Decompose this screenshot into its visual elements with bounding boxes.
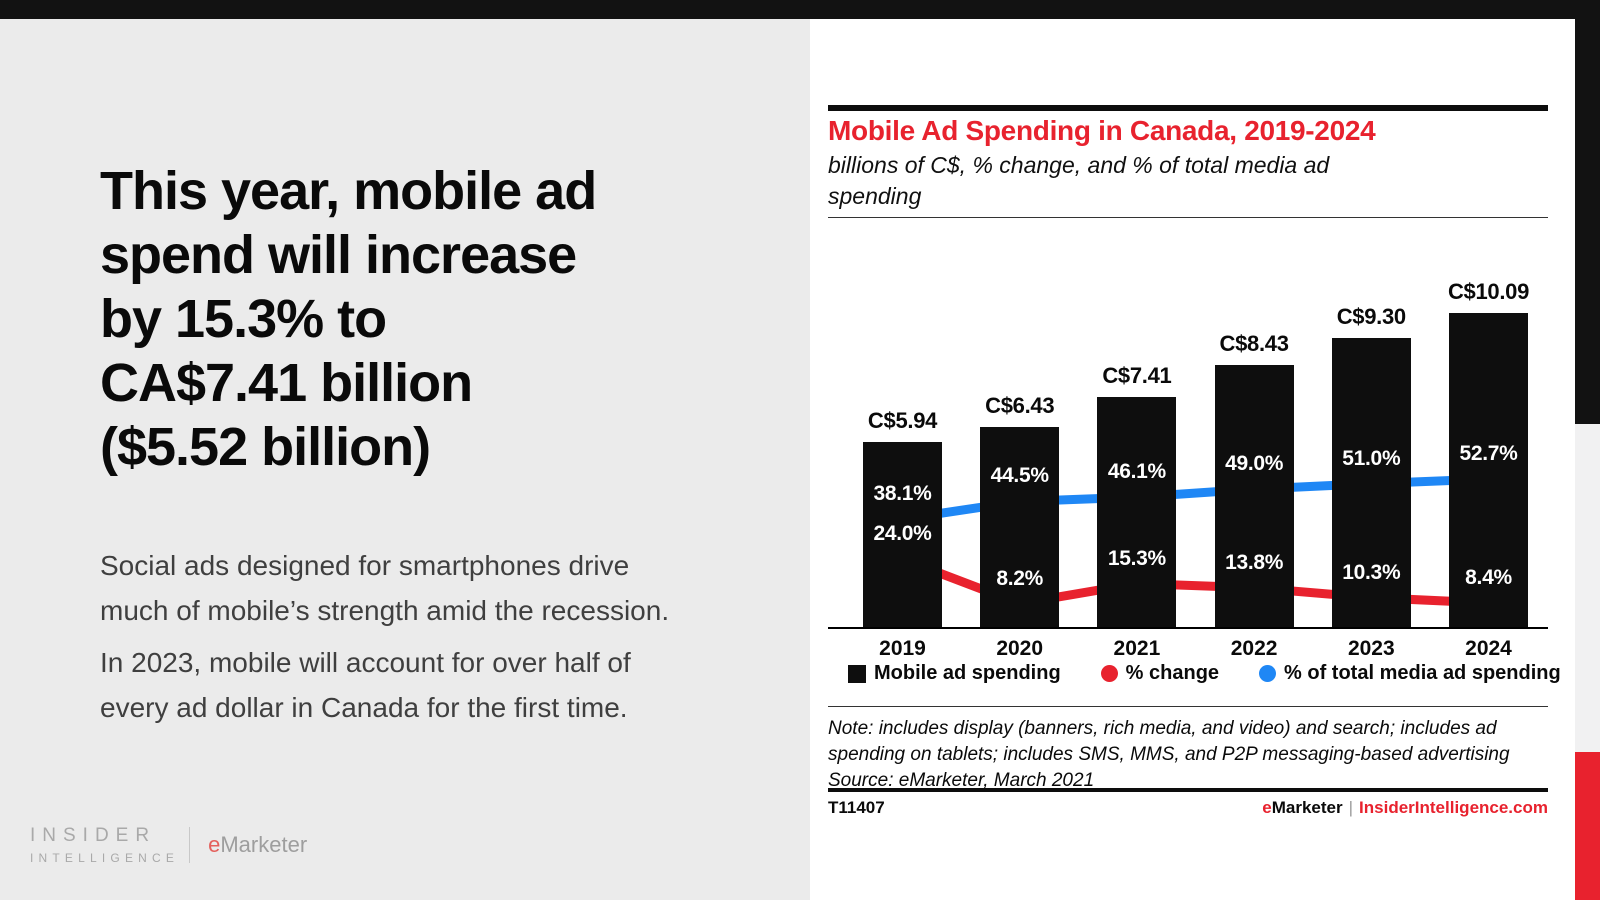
point-label-2020: 8.2% (996, 566, 1044, 590)
header-rule (828, 105, 1548, 111)
chart-title: Mobile Ad Spending in Canada, 2019-2024 (828, 115, 1376, 146)
left-panel: This year, mobile ad spend will increase… (0, 19, 810, 900)
chart-note: Note: includes display (banners, rich me… (828, 718, 1510, 791)
point-label-2024: 52.7% (1459, 442, 1518, 465)
note-rule (828, 706, 1548, 707)
headline: This year, mobile ad spend will increase… (100, 161, 597, 477)
point-label-2019: 38.1% (873, 482, 932, 505)
right-strip-gray (1575, 424, 1600, 752)
top-black-bar (0, 0, 1600, 19)
bar-value-label-2023: C$9.30 (1336, 303, 1406, 329)
point-label-2024: 8.4% (1465, 566, 1512, 589)
footer-brand: eMarketer | InsiderIntelligence.com (1262, 798, 1548, 818)
point-label-2019: 24.0% (873, 522, 932, 545)
legend-label-bar: Mobile ad spending (874, 662, 1061, 684)
body-paragraph-2: In 2023, mobile will account for over ha… (100, 647, 631, 723)
point-label-2021: 15.3% (1107, 546, 1166, 570)
x-axis-label-2023: 2023 (1347, 637, 1395, 660)
chart-footer: T11407 eMarketer | InsiderIntelligence.com (828, 798, 1548, 818)
legend-item-pct-total: % of total media ad spending (1259, 662, 1561, 685)
point-label-2020: 44.5% (990, 464, 1049, 488)
legend-label-pct-total: % of total media ad spending (1284, 662, 1561, 684)
legend-swatch-red-dot (1100, 665, 1118, 682)
bar-2024 (1449, 313, 1528, 627)
x-axis-labels: 2019 2020 2021 2022 2023 2024 (828, 637, 1548, 663)
footer-emarketer-rest: Marketer (1271, 798, 1343, 817)
chart-legend: Mobile ad spending % change % of total m… (848, 662, 1561, 685)
bar-2020 (980, 427, 1060, 627)
emarketer-rest: Marketer (220, 832, 308, 857)
point-label-2023: 10.3% (1342, 560, 1401, 584)
legend-swatch-blue-dot (1259, 665, 1277, 682)
legend-swatch-bar (848, 664, 866, 683)
emarketer-wordmark: eMarketer (208, 832, 307, 858)
logo-divider (189, 827, 191, 863)
bar-value-label-2019: C$5.94 (867, 408, 938, 434)
right-strip-black (1575, 19, 1600, 424)
legend-item-mobile-ad-spending: Mobile ad spending (848, 662, 1061, 685)
point-label-2022: 13.8% (1225, 550, 1284, 574)
bar-value-label-2022: C$8.43 (1219, 330, 1289, 356)
point-label-2021: 46.1% (1107, 460, 1166, 484)
x-axis-label-2024: 2024 (1465, 637, 1512, 660)
bar-2021 (1097, 396, 1177, 627)
x-axis-label-2019: 2019 (879, 637, 926, 660)
insider-line2: INTELLIGENCE (30, 851, 180, 865)
bar-2023 (1331, 337, 1411, 627)
legend-label-pct-change: % change (1125, 662, 1220, 684)
chart-id: T11407 (828, 798, 885, 817)
bar-2022 (1214, 364, 1294, 627)
insider-intelligence-logo: INSIDER INTELLIGENCE eMarketer (30, 825, 307, 865)
point-label-2022: 49.0% (1225, 452, 1284, 476)
emarketer-e: e (208, 832, 221, 857)
point-label-2023: 51.0% (1342, 446, 1401, 470)
footer-url-link[interactable]: InsiderIntelligence.com (1359, 798, 1548, 817)
footer-emarketer-e: e (1262, 798, 1272, 817)
chart-subtitle: billions of C$, % change, and % of total… (828, 152, 1330, 209)
chart-plot: C$5.94 C$6.43 C$7.41 C$8.43 C$9.30 C$10.09 24.… (828, 279, 1548, 629)
bar-value-label-2021: C$7.41 (1102, 362, 1172, 388)
x-axis-label-2022: 2022 (1230, 637, 1278, 660)
chart-panel: Mobile Ad Spending in Canada, 2019-2024 … (810, 19, 1575, 900)
subtitle-rule (828, 217, 1548, 218)
legend-item-pct-change: % change (1100, 662, 1220, 685)
footer-rule (828, 788, 1548, 792)
body-paragraph-1: Social ads designed for smartphones driv… (100, 550, 670, 626)
x-axis-label-2020: 2020 (996, 637, 1044, 660)
insider-line1: INSIDER (30, 825, 157, 846)
footer-separator: | (1348, 798, 1354, 817)
bar-value-label-2024: C$10.09 (1447, 279, 1530, 305)
insider-wordmark: INSIDER INTELLIGENCE (30, 825, 179, 865)
bar-2019 (863, 442, 942, 627)
right-strip-red (1575, 752, 1600, 900)
x-axis-label-2021: 2021 (1113, 637, 1161, 660)
bar-value-label-2020: C$6.43 (985, 393, 1055, 419)
